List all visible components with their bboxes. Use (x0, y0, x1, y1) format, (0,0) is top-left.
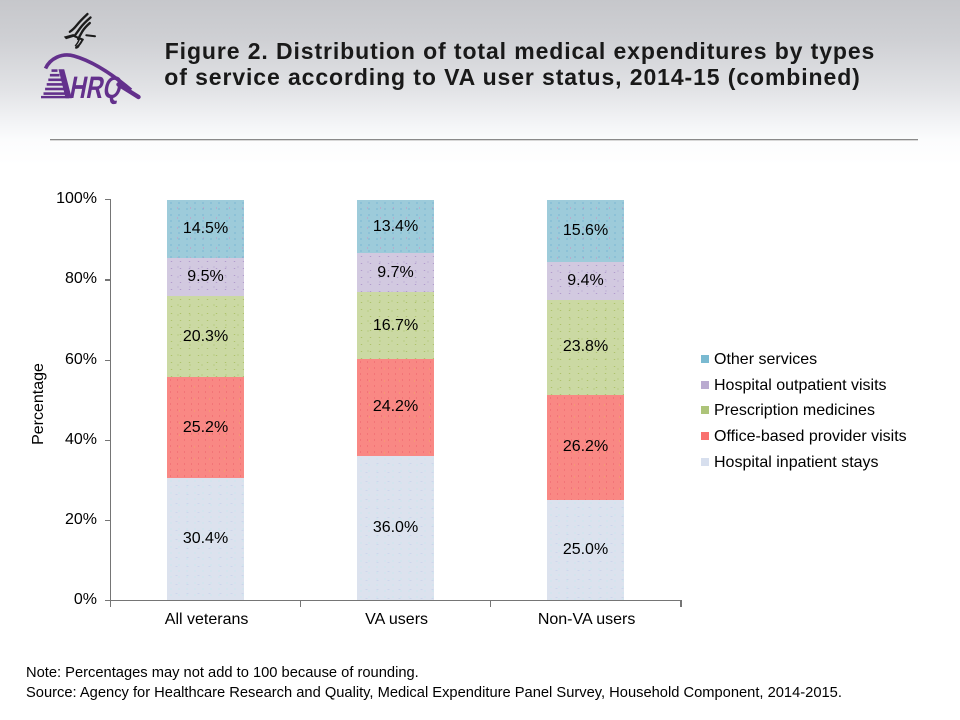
svg-text:HRQ: HRQ (67, 70, 125, 105)
